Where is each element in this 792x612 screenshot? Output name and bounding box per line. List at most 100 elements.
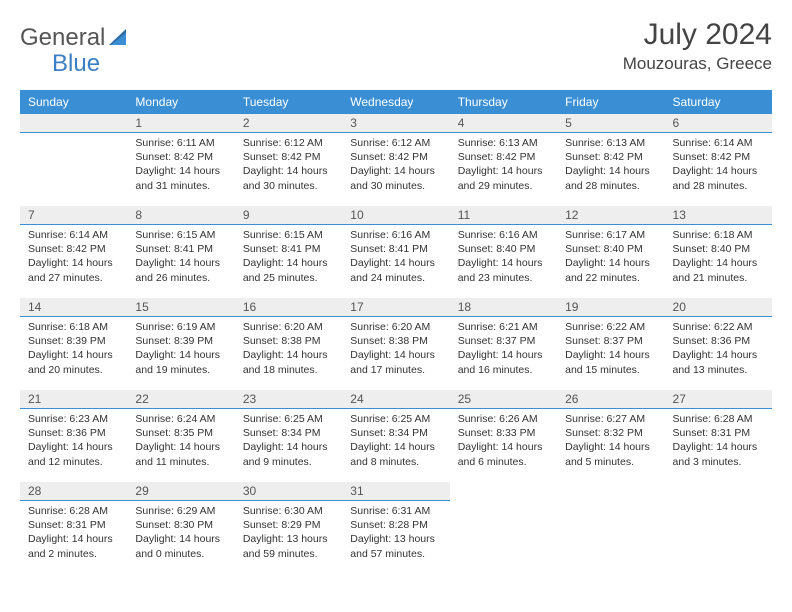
day-details: Sunrise: 6:16 AMSunset: 8:40 PMDaylight:… bbox=[450, 225, 557, 291]
daylight-line1: Daylight: 14 hours bbox=[673, 348, 764, 362]
day-details: Sunrise: 6:29 AMSunset: 8:30 PMDaylight:… bbox=[127, 501, 234, 567]
day-details: Sunrise: 6:11 AMSunset: 8:42 PMDaylight:… bbox=[127, 133, 234, 199]
sunrise-text: Sunrise: 6:29 AM bbox=[135, 504, 226, 518]
sunset-text: Sunset: 8:42 PM bbox=[565, 150, 656, 164]
day-details: Sunrise: 6:20 AMSunset: 8:38 PMDaylight:… bbox=[342, 317, 449, 383]
sunrise-text: Sunrise: 6:14 AM bbox=[28, 228, 119, 242]
calendar-body: 1Sunrise: 6:11 AMSunset: 8:42 PMDaylight… bbox=[20, 114, 772, 574]
daylight-line2: and 57 minutes. bbox=[350, 547, 441, 561]
sunset-text: Sunset: 8:30 PM bbox=[135, 518, 226, 532]
day-details: Sunrise: 6:12 AMSunset: 8:42 PMDaylight:… bbox=[342, 133, 449, 199]
weekday-header: Sunday bbox=[20, 90, 127, 114]
day-number: 4 bbox=[450, 114, 557, 133]
calendar-cell: 3Sunrise: 6:12 AMSunset: 8:42 PMDaylight… bbox=[342, 114, 449, 206]
day-details: Sunrise: 6:12 AMSunset: 8:42 PMDaylight:… bbox=[235, 133, 342, 199]
calendar-cell: 27Sunrise: 6:28 AMSunset: 8:31 PMDayligh… bbox=[665, 390, 772, 482]
sunrise-text: Sunrise: 6:15 AM bbox=[135, 228, 226, 242]
daylight-line1: Daylight: 14 hours bbox=[28, 440, 119, 454]
daylight-line1: Daylight: 14 hours bbox=[243, 348, 334, 362]
weekday-header: Thursday bbox=[450, 90, 557, 114]
calendar-cell: 31Sunrise: 6:31 AMSunset: 8:28 PMDayligh… bbox=[342, 482, 449, 574]
day-number: 16 bbox=[235, 298, 342, 317]
day-details: Sunrise: 6:17 AMSunset: 8:40 PMDaylight:… bbox=[557, 225, 664, 291]
calendar-cell: 29Sunrise: 6:29 AMSunset: 8:30 PMDayligh… bbox=[127, 482, 234, 574]
sunset-text: Sunset: 8:39 PM bbox=[135, 334, 226, 348]
calendar-cell: 15Sunrise: 6:19 AMSunset: 8:39 PMDayligh… bbox=[127, 298, 234, 390]
weekday-header: Saturday bbox=[665, 90, 772, 114]
daylight-line1: Daylight: 14 hours bbox=[28, 348, 119, 362]
daylight-line2: and 13 minutes. bbox=[673, 363, 764, 377]
daylight-line2: and 6 minutes. bbox=[458, 455, 549, 469]
day-details: Sunrise: 6:25 AMSunset: 8:34 PMDaylight:… bbox=[235, 409, 342, 475]
day-details: Sunrise: 6:15 AMSunset: 8:41 PMDaylight:… bbox=[127, 225, 234, 291]
day-number: 15 bbox=[127, 298, 234, 317]
day-number: 18 bbox=[450, 298, 557, 317]
day-details: Sunrise: 6:15 AMSunset: 8:41 PMDaylight:… bbox=[235, 225, 342, 291]
sunrise-text: Sunrise: 6:23 AM bbox=[28, 412, 119, 426]
daylight-line1: Daylight: 14 hours bbox=[458, 348, 549, 362]
calendar-table: Sunday Monday Tuesday Wednesday Thursday… bbox=[20, 90, 772, 574]
sunset-text: Sunset: 8:41 PM bbox=[350, 242, 441, 256]
daylight-line1: Daylight: 14 hours bbox=[135, 348, 226, 362]
logo-text-general: General bbox=[20, 24, 105, 52]
day-number: 25 bbox=[450, 390, 557, 409]
day-number: 21 bbox=[20, 390, 127, 409]
daylight-line2: and 22 minutes. bbox=[565, 271, 656, 285]
calendar-cell bbox=[665, 482, 772, 574]
sunrise-text: Sunrise: 6:22 AM bbox=[565, 320, 656, 334]
sunset-text: Sunset: 8:35 PM bbox=[135, 426, 226, 440]
daylight-line2: and 8 minutes. bbox=[350, 455, 441, 469]
calendar-cell: 30Sunrise: 6:30 AMSunset: 8:29 PMDayligh… bbox=[235, 482, 342, 574]
sunset-text: Sunset: 8:42 PM bbox=[458, 150, 549, 164]
sunset-text: Sunset: 8:37 PM bbox=[565, 334, 656, 348]
day-number: 27 bbox=[665, 390, 772, 409]
daylight-line1: Daylight: 14 hours bbox=[350, 348, 441, 362]
day-number: 11 bbox=[450, 206, 557, 225]
day-details: Sunrise: 6:31 AMSunset: 8:28 PMDaylight:… bbox=[342, 501, 449, 567]
sunset-text: Sunset: 8:38 PM bbox=[243, 334, 334, 348]
day-details: Sunrise: 6:30 AMSunset: 8:29 PMDaylight:… bbox=[235, 501, 342, 567]
daylight-line1: Daylight: 14 hours bbox=[243, 164, 334, 178]
sunrise-text: Sunrise: 6:15 AM bbox=[243, 228, 334, 242]
day-number: 14 bbox=[20, 298, 127, 317]
calendar-cell: 25Sunrise: 6:26 AMSunset: 8:33 PMDayligh… bbox=[450, 390, 557, 482]
logo: General bbox=[20, 18, 133, 52]
daylight-line2: and 31 minutes. bbox=[135, 179, 226, 193]
daylight-line1: Daylight: 14 hours bbox=[350, 164, 441, 178]
day-number: 31 bbox=[342, 482, 449, 501]
calendar-week-row: 28Sunrise: 6:28 AMSunset: 8:31 PMDayligh… bbox=[20, 482, 772, 574]
sunrise-text: Sunrise: 6:13 AM bbox=[458, 136, 549, 150]
daylight-line1: Daylight: 14 hours bbox=[565, 164, 656, 178]
calendar-cell: 4Sunrise: 6:13 AMSunset: 8:42 PMDaylight… bbox=[450, 114, 557, 206]
daylight-line2: and 28 minutes. bbox=[565, 179, 656, 193]
day-details: Sunrise: 6:18 AMSunset: 8:39 PMDaylight:… bbox=[20, 317, 127, 383]
calendar-cell: 23Sunrise: 6:25 AMSunset: 8:34 PMDayligh… bbox=[235, 390, 342, 482]
daylight-line2: and 15 minutes. bbox=[565, 363, 656, 377]
daylight-line2: and 27 minutes. bbox=[28, 271, 119, 285]
sunrise-text: Sunrise: 6:12 AM bbox=[350, 136, 441, 150]
logo-sail-icon bbox=[109, 27, 131, 50]
sunrise-text: Sunrise: 6:27 AM bbox=[565, 412, 656, 426]
day-number: 28 bbox=[20, 482, 127, 501]
daylight-line1: Daylight: 14 hours bbox=[135, 440, 226, 454]
day-number: 12 bbox=[557, 206, 664, 225]
daylight-line1: Daylight: 14 hours bbox=[565, 348, 656, 362]
sunrise-text: Sunrise: 6:20 AM bbox=[350, 320, 441, 334]
calendar-week-row: 1Sunrise: 6:11 AMSunset: 8:42 PMDaylight… bbox=[20, 114, 772, 206]
daylight-line2: and 9 minutes. bbox=[243, 455, 334, 469]
daylight-line2: and 25 minutes. bbox=[243, 271, 334, 285]
calendar-cell bbox=[450, 482, 557, 574]
daylight-line2: and 2 minutes. bbox=[28, 547, 119, 561]
day-number: 13 bbox=[665, 206, 772, 225]
calendar-cell: 5Sunrise: 6:13 AMSunset: 8:42 PMDaylight… bbox=[557, 114, 664, 206]
calendar-cell: 20Sunrise: 6:22 AMSunset: 8:36 PMDayligh… bbox=[665, 298, 772, 390]
daylight-line2: and 5 minutes. bbox=[565, 455, 656, 469]
daylight-line1: Daylight: 13 hours bbox=[243, 532, 334, 546]
daylight-line1: Daylight: 14 hours bbox=[673, 164, 764, 178]
calendar-cell: 13Sunrise: 6:18 AMSunset: 8:40 PMDayligh… bbox=[665, 206, 772, 298]
calendar-cell: 28Sunrise: 6:28 AMSunset: 8:31 PMDayligh… bbox=[20, 482, 127, 574]
calendar-week-row: 14Sunrise: 6:18 AMSunset: 8:39 PMDayligh… bbox=[20, 298, 772, 390]
daylight-line2: and 18 minutes. bbox=[243, 363, 334, 377]
day-number: 6 bbox=[665, 114, 772, 133]
calendar-cell: 21Sunrise: 6:23 AMSunset: 8:36 PMDayligh… bbox=[20, 390, 127, 482]
